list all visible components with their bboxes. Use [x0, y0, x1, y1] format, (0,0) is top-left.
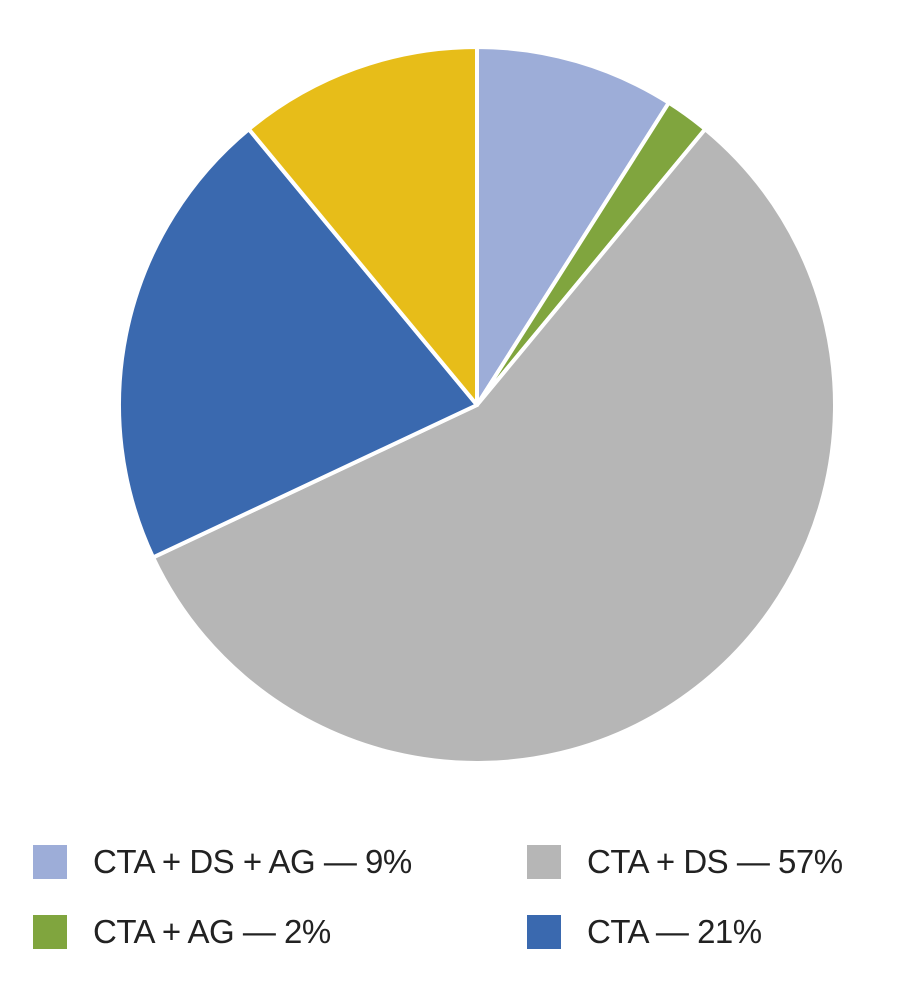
legend-label: CTA + DS + AG — 9%: [93, 843, 412, 880]
pie-slice-2: [151, 127, 837, 765]
legend-swatch: [527, 845, 561, 879]
legend-label: CTA — 21%: [587, 913, 762, 950]
legend-item: CTA + DS + AG — 9%: [33, 843, 412, 881]
pie-chart: [117, 45, 837, 765]
legend-swatch: [527, 915, 561, 949]
legend-label: CTA + AG — 2%: [93, 913, 331, 950]
legend-swatch: [33, 915, 67, 949]
legend-item: CTA — 21%: [527, 913, 762, 951]
legend-label: CTA + DS — 57%: [587, 843, 843, 880]
pie-slice-0: [475, 45, 671, 407]
pie-slice-3: [117, 127, 479, 560]
legend-swatch: [33, 845, 67, 879]
legend-item: CTA + DS — 57%: [527, 843, 843, 881]
legend-item: CTA + AG — 2%: [33, 913, 331, 951]
pie-slice-4: [246, 45, 479, 407]
